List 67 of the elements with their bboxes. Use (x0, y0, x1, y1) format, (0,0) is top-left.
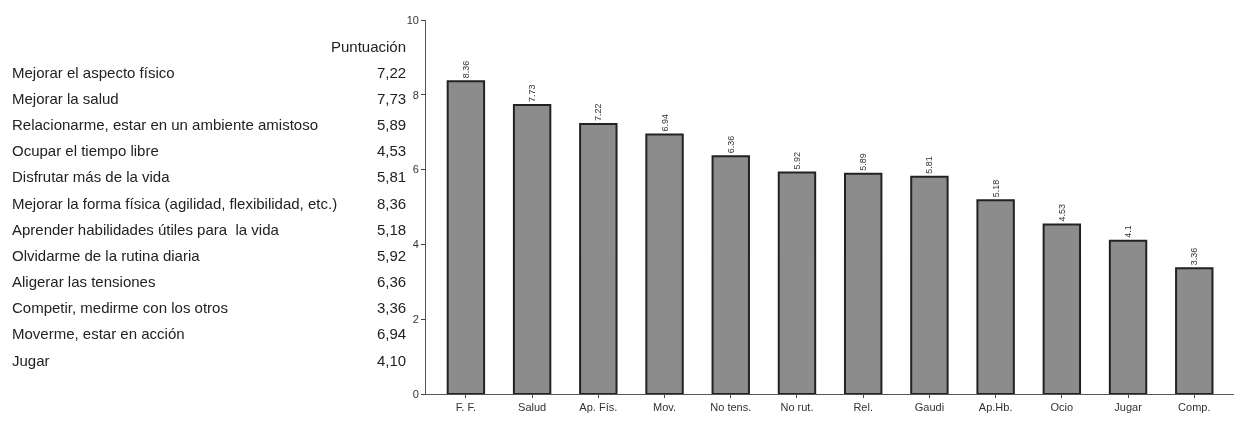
y-tick-label: 6 (412, 163, 419, 176)
x-tick-label: Ap.Hb. (978, 401, 1013, 414)
text: 3,36 (377, 299, 407, 316)
bar (1042, 223, 1082, 394)
x-tick-label: F. F. (455, 401, 476, 414)
category-label: Disfrutar más de la vida (12, 168, 171, 185)
text: 7,22 (377, 64, 407, 81)
bar (579, 122, 618, 394)
text: 6,94 (377, 325, 407, 342)
text: 5,89 (377, 116, 407, 133)
data-label: 7.22 (593, 103, 604, 121)
bar (910, 175, 949, 394)
bar (777, 171, 817, 394)
x-tick-label: Salud (518, 401, 547, 414)
bar (1108, 239, 1148, 394)
text: Puntuación (331, 38, 407, 55)
x-tick-label: Mov. (653, 401, 677, 414)
text: 4,53 (377, 142, 407, 159)
data-label: 5.81 (924, 156, 935, 174)
x-tick-label: Rel. (853, 401, 873, 414)
text: 6,36 (377, 273, 407, 290)
text: 4,10 (377, 352, 407, 369)
data-label: 4.1 (1123, 225, 1134, 238)
bar (711, 155, 750, 394)
text: 5,18 (377, 221, 407, 238)
category-label: Mejorar la forma física (agilidad, flexibilidad, etc.) (12, 195, 338, 212)
x-tick-label: No tens. (710, 401, 752, 414)
data-label: 5.18 (990, 179, 1001, 198)
category-label: Aprender habilidades útiles para la vida (12, 221, 280, 238)
category-label: Mejorar la salud (12, 90, 119, 107)
data-label: 8.36 (460, 60, 471, 79)
x-tick-label: Gaudi (914, 401, 945, 414)
x-tick-label: Comp. (1178, 401, 1211, 414)
x-tick-label: No rut. (780, 401, 814, 414)
text: 5,92 (377, 247, 407, 264)
x-tick-label: Ocio (1050, 401, 1074, 414)
data-label: 3.36 (1189, 247, 1200, 266)
y-tick-label: 4 (412, 238, 419, 251)
x-tick-label: Ap. Fís. (579, 401, 618, 414)
y-tick-label: 2 (412, 313, 419, 326)
category-label: Olvidarme de la rutina diaria (12, 247, 201, 264)
y-tick-label: 8 (412, 88, 419, 101)
data-label: 5.89 (858, 153, 869, 171)
data-label: 6.36 (725, 135, 736, 154)
x-tick-label: Jugar (1114, 401, 1143, 414)
category-label: Aligerar las tensiones (12, 273, 156, 290)
data-label: 7.73 (527, 84, 538, 102)
category-label: Ocupar el tiempo libre (12, 142, 159, 159)
bar (976, 199, 1015, 394)
category-label: Moverme, estar en acción (12, 325, 185, 342)
category-label: Relacionarme, estar en un ambiente amistoso (12, 116, 318, 133)
bar (512, 103, 552, 394)
bar (446, 80, 486, 394)
category-label: Jugar (12, 352, 50, 369)
y-tick-label: 10 (406, 13, 419, 26)
y-tick-label: 0 (412, 387, 419, 400)
bar (1175, 267, 1214, 394)
category-label: Mejorar el aspecto físico (12, 64, 175, 81)
data-label: 5.92 (791, 152, 802, 170)
bar (645, 133, 684, 394)
text: 8,36 (377, 195, 407, 212)
data-label: 4.53 (1056, 204, 1067, 222)
category-label: Competir, medirme con los otros (12, 299, 228, 316)
bar (843, 172, 883, 394)
text: 7,73 (377, 90, 407, 107)
data-label: 6.94 (659, 113, 670, 132)
text: 5,81 (377, 168, 407, 185)
